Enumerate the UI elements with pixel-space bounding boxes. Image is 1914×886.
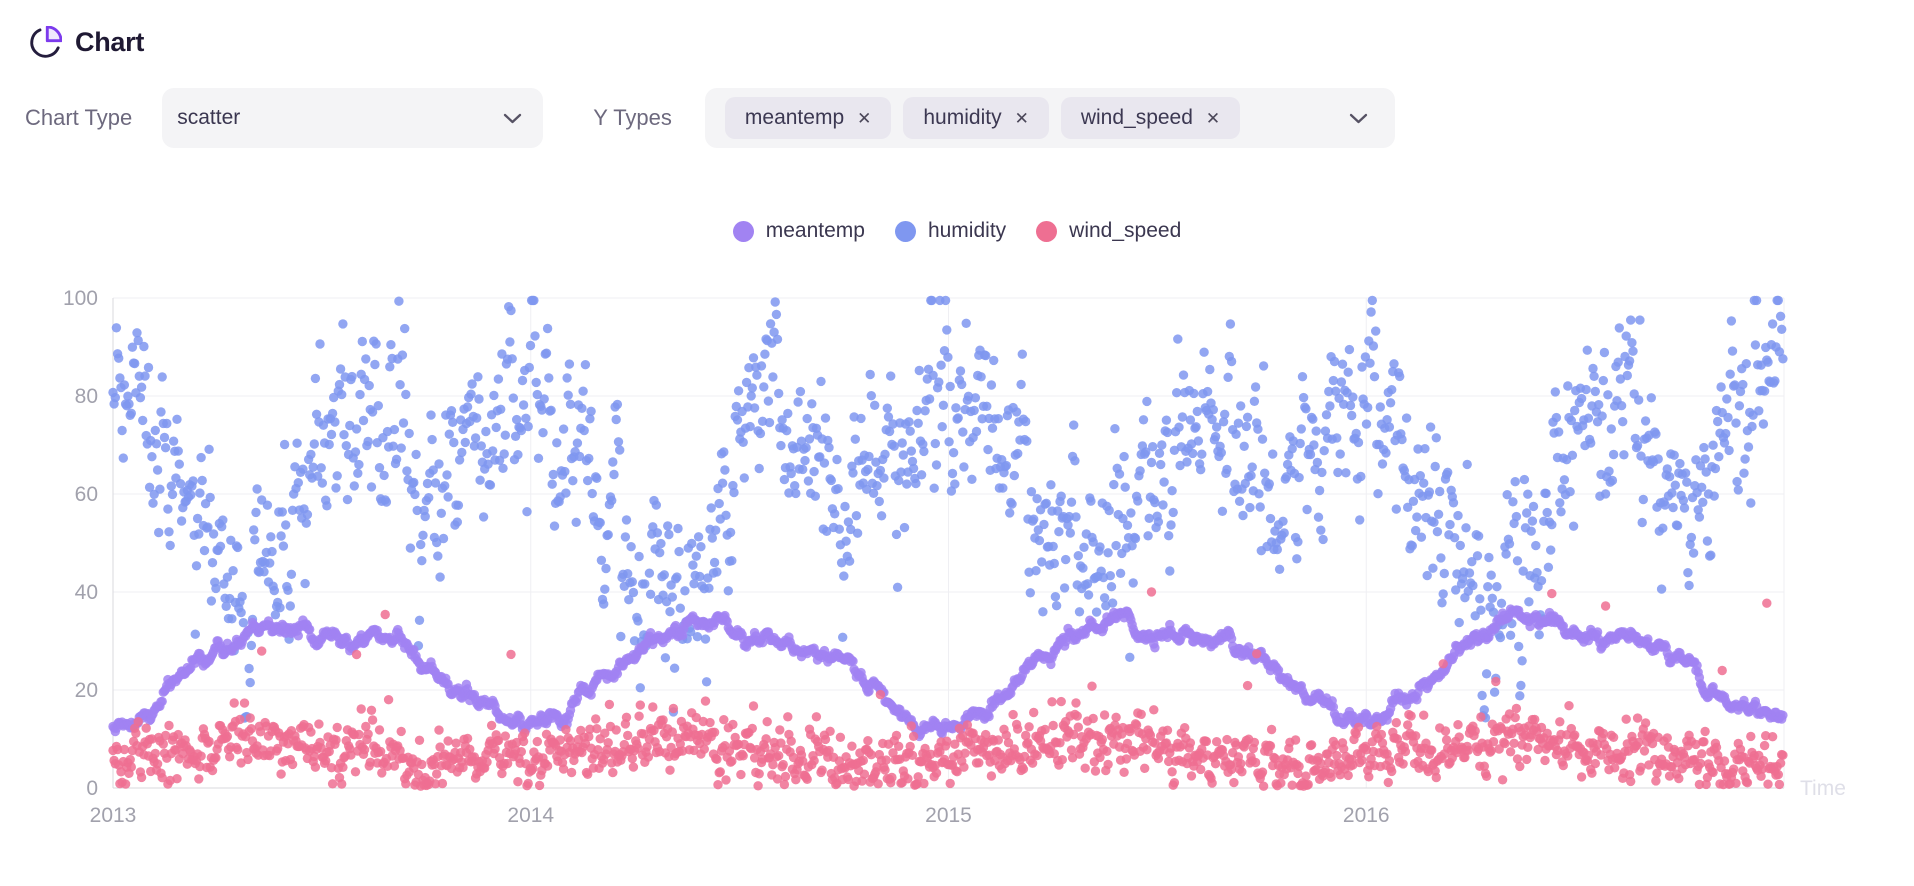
y-axis-labels: 0 20 40 60 80 100 — [63, 287, 98, 800]
chart-legend: meantemp humidity wind_speed — [0, 219, 1914, 243]
y-types-label: Y Types — [593, 105, 672, 130]
svg-text:20: 20 — [75, 679, 98, 702]
series-meantemp-points — [108, 604, 1788, 742]
chart-type-value: scatter — [177, 106, 241, 129]
y-type-pill-humidity: humidity ✕ — [903, 97, 1049, 139]
x-axis-labels: 2013 2014 2015 2016 Time — [90, 777, 1846, 827]
legend-label: wind_speed — [1069, 219, 1182, 242]
legend-label: meantemp — [765, 219, 865, 242]
legend-dot — [732, 220, 754, 242]
series-wind_speed-points — [108, 587, 1788, 791]
chevron-down-icon — [1348, 112, 1369, 125]
svg-text:0: 0 — [86, 777, 98, 800]
y-type-pill-meantemp: meantemp ✕ — [724, 97, 892, 139]
remove-wind_speed-icon[interactable]: ✕ — [1205, 108, 1221, 128]
scatter-plot[interactable]: 0 20 40 60 80 100 2013 2014 2015 2016 Time — [0, 270, 1914, 880]
chart-type-select[interactable]: scatter — [162, 88, 544, 148]
legend-item-humidity[interactable]: humidity — [894, 219, 1007, 243]
svg-text:100: 100 — [63, 287, 98, 310]
legend-dot — [894, 220, 916, 242]
series-humidity-points — [108, 295, 1788, 723]
svg-text:80: 80 — [75, 385, 98, 408]
y-type-pill-label: wind_speed — [1080, 106, 1193, 129]
controls-row: Chart Type scatter Y Types meantemp ✕ humi… — [25, 88, 1395, 148]
svg-text:2016: 2016 — [1343, 804, 1390, 827]
page-title: Chart — [75, 27, 145, 57]
y-type-pills: meantemp ✕ humidity ✕ wind_speed ✕ — [724, 97, 1348, 139]
pie-chart-icon — [29, 26, 62, 59]
remove-humidity-icon[interactable]: ✕ — [1014, 108, 1029, 128]
svg-text:60: 60 — [75, 483, 98, 506]
remove-meantemp-icon[interactable]: ✕ — [857, 108, 872, 128]
y-types-select[interactable]: meantemp ✕ humidity ✕ wind_speed ✕ — [704, 88, 1395, 148]
y-type-pill-label: meantemp — [744, 106, 845, 129]
legend-label: humidity — [927, 219, 1007, 242]
svg-text:40: 40 — [75, 581, 98, 604]
legend-item-wind_speed[interactable]: wind_speed — [1036, 219, 1181, 243]
svg-text:Time: Time — [1800, 777, 1846, 800]
svg-text:2013: 2013 — [90, 804, 137, 827]
legend-item-meantemp[interactable]: meantemp — [732, 219, 865, 243]
y-type-pill-wind_speed: wind_speed ✕ — [1060, 97, 1241, 139]
header: Chart — [29, 26, 144, 59]
svg-text:2015: 2015 — [925, 804, 972, 827]
chevron-down-icon — [502, 112, 523, 125]
y-type-pill-label: humidity — [923, 106, 1002, 129]
chart-type-label: Chart Type — [25, 105, 133, 130]
svg-text:2014: 2014 — [507, 804, 554, 827]
legend-dot — [1036, 220, 1058, 242]
